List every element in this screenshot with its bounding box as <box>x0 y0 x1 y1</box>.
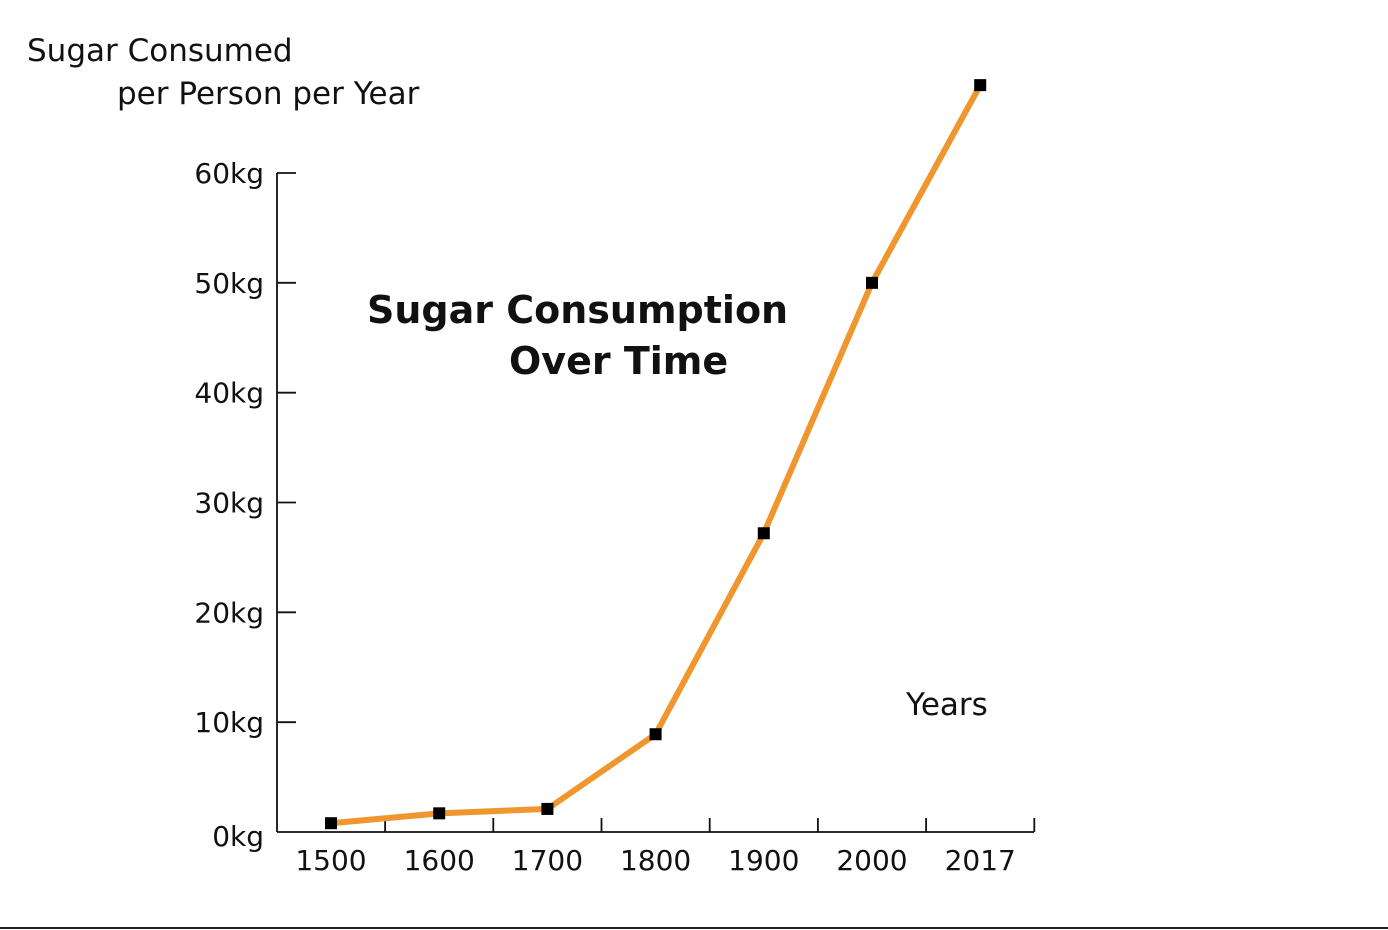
y-tick-label: 10kg <box>194 706 264 739</box>
data-point <box>541 802 554 815</box>
series-line <box>328 82 984 827</box>
x-tick-label: 1700 <box>512 844 583 877</box>
data-point <box>433 807 446 820</box>
y-axis-label-line-2: per Person per Year <box>117 76 420 112</box>
data-point <box>974 79 987 92</box>
x-tick-label: 1800 <box>620 844 691 877</box>
y-axis-label-line-1: Sugar Consumed <box>27 33 293 69</box>
x-tick-label: 1600 <box>404 844 475 877</box>
y-ticks: 0kg 10kg 20kg 30kg 40kg 50kg 60kg <box>194 157 296 853</box>
y-tick-label: 60kg <box>194 157 264 190</box>
chart-title-line-2: Over Time <box>509 339 728 383</box>
x-tick-label: 2000 <box>836 844 907 877</box>
x-ticks: 1500 1600 1700 1800 1900 2000 2017 <box>295 818 1036 877</box>
y-tick-label: 30kg <box>194 487 264 520</box>
y-tick-label: 0kg <box>212 820 264 853</box>
x-axis-label: Years <box>905 687 988 723</box>
y-tick-label: 50kg <box>194 267 264 300</box>
y-tick-label: 20kg <box>194 596 264 629</box>
data-point <box>757 527 770 540</box>
y-tick-label: 40kg <box>194 377 264 410</box>
x-tick-label: 1900 <box>728 844 799 877</box>
data-point <box>649 728 662 741</box>
data-point <box>325 817 337 830</box>
x-tick-label: 2017 <box>945 844 1016 877</box>
chart-title-line-1: Sugar Consumption <box>367 288 788 332</box>
data-point <box>866 276 878 289</box>
bottom-divider <box>0 927 1388 929</box>
x-tick-label: 1500 <box>295 844 366 877</box>
series <box>325 79 987 830</box>
